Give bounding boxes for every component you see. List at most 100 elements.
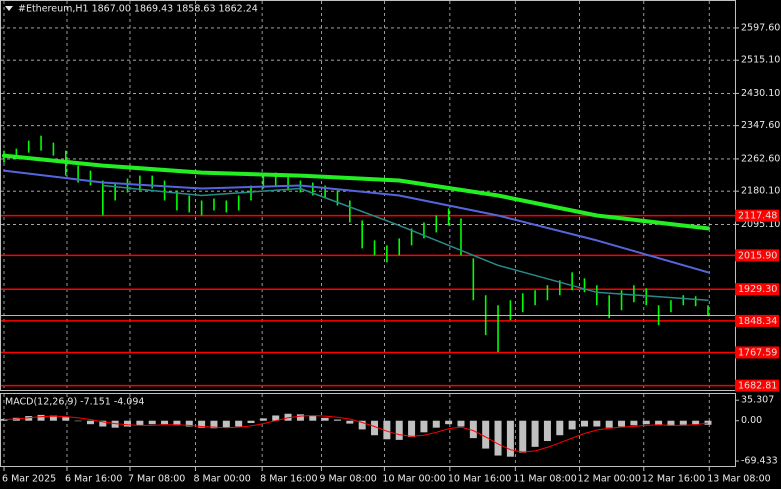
y-tick-label: 2515.10 [741,55,780,66]
macd-bar [408,420,416,437]
level-label: 2117.48 [738,211,777,222]
macd-bar [519,420,527,453]
macd-bar [136,420,144,426]
macd-bar [161,420,169,425]
macd-bar [49,415,57,421]
level-label: 1682.81 [738,381,777,392]
macd-bar [346,420,354,424]
macd-bar [432,420,440,428]
macd-bar [309,416,317,421]
y-tick-label: 2180.10 [741,186,780,197]
macd-bar [371,420,379,436]
level-label: 2015.90 [738,250,777,261]
y-tick-label: 2347.60 [741,120,780,131]
x-tick-label: 10 Mar 16:00 [448,474,511,485]
macd-bar [247,420,255,424]
x-tick-label: 12 Mar 16:00 [642,474,705,485]
macd-bar [605,420,613,428]
x-tick-label: 8 Mar 00:00 [193,474,250,485]
level-label: 1848.34 [738,316,777,327]
level-label: 1767.59 [738,347,777,358]
macd-bar [692,420,700,425]
level-label: 1929.30 [738,284,777,295]
macd-bar [445,420,453,425]
macd-panel-frame [0,393,736,467]
macd-bar [0,418,8,421]
level-label-box [735,249,779,262]
macd-bar [642,420,650,425]
level-label-box [735,314,779,327]
macd-bar [321,417,329,421]
macd-bar [124,420,132,427]
x-tick-label: 12 Mar 00:00 [578,474,641,485]
macd-bar [395,420,403,440]
x-tick-label: 10 Mar 00:00 [382,474,445,485]
macd-bar [556,420,564,436]
x-tick-label: 11 Mar 08:00 [513,474,576,485]
macd-bar [235,420,243,427]
y-tick-label: 2597.60 [741,22,780,33]
macd-bar [618,420,626,427]
y-tick-label: 0.00 [741,415,762,426]
x-tick-label: 9 Mar 08:00 [319,474,376,485]
level-label-box [735,346,779,359]
macd-bar [593,420,601,427]
y-tick-label: 2262.60 [741,153,780,164]
macd-bar [74,420,82,422]
macd-bar [494,420,502,456]
x-tick-label: 6 Mar 2025 [2,474,56,485]
macd-bar [531,420,539,447]
macd-bar [482,420,490,449]
macd-bar [222,420,230,428]
signal-line [3,414,709,453]
macd-bar [210,420,218,429]
macd-bar [296,414,304,421]
macd-bar [630,420,638,426]
x-tick-label: 8 Mar 16:00 [260,474,317,485]
macd-bar [148,420,156,425]
x-tick-label: 7 Mar 08:00 [128,474,185,485]
level-label-box [735,283,779,296]
y-tick-label: 2430.10 [741,88,780,99]
macd-bar [580,420,588,427]
x-tick-label: 13 Mar 08:00 [707,474,770,485]
macd-bar [86,420,94,425]
macd-bar [679,420,687,425]
macd-bar [62,417,70,421]
macd-bar [469,420,477,439]
macd-bar [568,420,576,430]
macd-bar [457,420,465,427]
macd-bar [198,420,206,428]
y-tick-label: 2095.10 [741,219,780,230]
moving-average [102,184,709,301]
chart-title: #Ethereum,H1 1867.00 1869.43 1858.63 186… [18,4,258,15]
macd-bar [99,420,107,427]
macd-bar [543,420,551,442]
level-label-box [735,379,779,392]
macd-title: MACD(12,26,9) -7.151 -4.094 [5,397,144,408]
macd-bar [37,414,45,421]
macd-bar [383,420,391,440]
macd-bar [704,420,712,425]
moving-average [2,153,710,231]
macd-bar [506,420,514,457]
macd-bar [333,419,341,421]
level-label-box [735,209,779,222]
x-tick-label: 6 Mar 16:00 [65,474,122,485]
macd-bar [667,420,675,426]
macd-bar [420,420,428,433]
macd-bar [259,418,267,421]
moving-average [3,169,709,274]
main-panel-frame [0,0,736,391]
macd-bar [25,416,33,421]
macd-bar [655,420,663,426]
y-tick-label: 35.307 [741,395,774,406]
macd-bar [284,413,292,421]
y-tick-label: -69.433 [741,456,778,467]
macd-bar [358,420,366,430]
macd-bar [272,415,280,421]
macd-bar [173,420,181,426]
menu-icon[interactable] [5,6,13,11]
macd-bar [185,420,193,427]
